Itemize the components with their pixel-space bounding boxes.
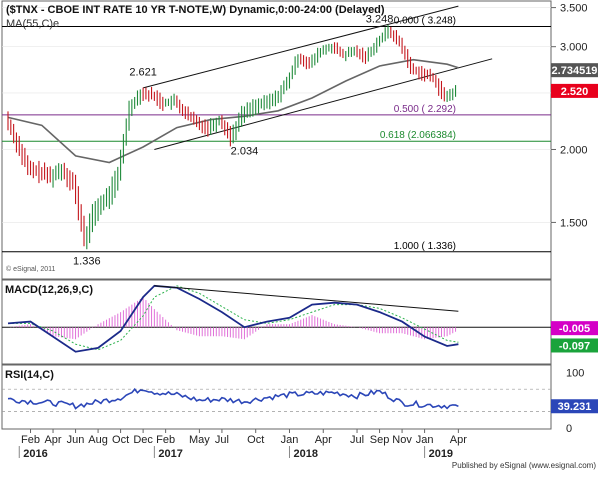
price-gridlines bbox=[2, 7, 551, 223]
macd-panel: -0.005 -0.097 bbox=[2, 284, 598, 353]
x-axis-month-label: Aug bbox=[88, 434, 108, 446]
x-axis-month-label: Jan bbox=[416, 434, 434, 446]
copyright-label: © eSignal, 2011 bbox=[6, 265, 56, 273]
price-bars bbox=[7, 24, 457, 250]
price-axis-label: 2.000 bbox=[560, 144, 588, 156]
x-axis-month-label: Feb bbox=[156, 434, 175, 446]
price-annotation: 2.034 bbox=[231, 146, 259, 158]
x-axis-month-label: Oct bbox=[247, 434, 264, 446]
x-axis: Feb Apr Jun Aug Oct Dec Feb May Jul Oct Jan Apr Jul S… bbox=[18, 429, 467, 460]
ma-indicator-label: MA(55,C)e bbox=[6, 18, 59, 30]
x-axis-year-label: 2018 bbox=[293, 448, 317, 460]
x-axis-month-label: Apr bbox=[44, 434, 61, 446]
rsi-axis-label: 100 bbox=[566, 368, 584, 380]
x-axis-month-label: Oct bbox=[112, 434, 129, 446]
macd-indicator-label: MACD(12,26,9,C) bbox=[5, 284, 93, 296]
price-axis-label: 3.000 bbox=[560, 42, 588, 54]
fib-level-label: 1.000 ( 1.336) bbox=[394, 241, 456, 252]
x-axis-month-label: Apr bbox=[450, 434, 467, 446]
fib-level-label: 0.000 ( 3.248) bbox=[394, 16, 456, 27]
x-axis-month-label: Jan bbox=[281, 434, 299, 446]
channel-line bbox=[142, 5, 459, 89]
x-axis-month-label: May bbox=[189, 434, 210, 446]
macd-price-tag: -0.097 bbox=[559, 340, 590, 352]
rsi-price-tag: 39.231 bbox=[558, 401, 592, 413]
chart-title: ($TNX - CBOE INT RATE 10 YR T-NOTE,W) Dy… bbox=[6, 4, 385, 16]
macd-line bbox=[7, 284, 459, 353]
macd-trendline bbox=[154, 285, 459, 312]
x-axis-year-label: 2017 bbox=[158, 448, 182, 460]
rsi-axis-label: 0 bbox=[566, 423, 572, 435]
x-axis-month-label: Sep bbox=[370, 434, 390, 446]
rsi-price-tag-bg bbox=[551, 399, 598, 414]
x-axis-month-label: Nov bbox=[392, 434, 412, 446]
x-axis-month-label: Apr bbox=[315, 434, 332, 446]
fibonacci-levels: 0.000 ( 3.248) 0.500 ( 2.292) 0.618 (2.066… bbox=[2, 16, 551, 253]
rsi-line bbox=[7, 387, 459, 410]
price-axis-label: 1.500 bbox=[560, 217, 588, 229]
fib-level-label: 0.618 (2.066384) bbox=[380, 130, 456, 141]
x-axis-month-label: Jul bbox=[215, 434, 229, 446]
rsi-panel-frame bbox=[1, 364, 552, 430]
x-axis-month-label: Jun bbox=[67, 434, 85, 446]
price-axis-label: 3.500 bbox=[560, 3, 588, 15]
x-axis-year-label: 2019 bbox=[429, 448, 453, 460]
x-axis-month-label: Feb bbox=[21, 434, 40, 446]
price-annotation: 2.621 bbox=[129, 66, 157, 78]
price-tag: 2.734519 bbox=[552, 65, 598, 77]
macd-price-tag-bg bbox=[551, 338, 598, 353]
x-axis-year-label: 2016 bbox=[23, 448, 47, 460]
price-annotation: 1.336 bbox=[73, 256, 101, 268]
price-panel-frame bbox=[1, 0, 552, 280]
macd-price-tag: -0.005 bbox=[559, 323, 590, 335]
price-tag-bg bbox=[551, 63, 598, 78]
rsi-panel: 0 100 39.231 bbox=[2, 368, 598, 435]
macd-price-tag-bg bbox=[551, 321, 598, 336]
price-tag-bg bbox=[551, 83, 598, 98]
price-annotations: 2.621 2.034 1.336 3.248 bbox=[73, 14, 393, 268]
x-axis-month-label: Jul bbox=[350, 434, 364, 446]
fib-level-label: 0.500 ( 2.292) bbox=[394, 104, 456, 115]
price-tag: 2.520 bbox=[561, 86, 589, 98]
price-annotation: 3.248 bbox=[366, 14, 394, 26]
publisher-footer: Published by eSignal (www.esignal.com) bbox=[452, 461, 596, 470]
macd-signal-line bbox=[8, 285, 459, 351]
x-axis-month-label: Dec bbox=[133, 434, 153, 446]
rsi-indicator-label: RSI(14,C) bbox=[5, 369, 54, 381]
